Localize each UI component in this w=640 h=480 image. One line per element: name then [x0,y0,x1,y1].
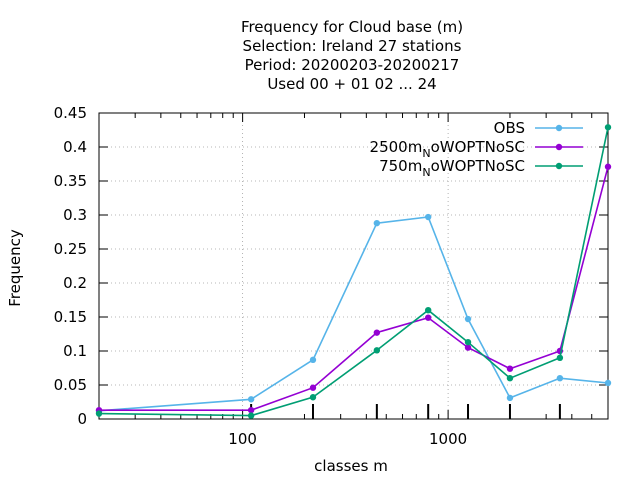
data-point [373,347,381,354]
data-point [464,338,472,346]
x-tick-label: 1000 [429,430,467,448]
y-tick-label: 0.45 [54,104,87,122]
data-point [424,307,432,314]
data-point [424,314,432,321]
data-point [556,354,564,361]
legend-label: 2500mNoWOPTNoSC [370,138,525,160]
plot-frame [98,112,609,420]
legend-label-subscript: N [422,147,430,160]
data-point [506,375,514,382]
y-tick-label: 0.05 [54,376,87,394]
x-tick-label: 100 [228,430,257,448]
x-axis-label: classes m [314,457,388,475]
chart-title: Frequency for Cloud base (m)Selection: I… [241,18,463,93]
y-tick-label: 0.25 [54,240,87,258]
y-tick-label: 0.15 [54,308,87,326]
data-point [247,396,255,403]
series-line-1 [99,166,609,412]
legend-label-part: oWOPTNoSC [431,138,525,156]
data-point [309,356,317,364]
title-line: Frequency for Cloud base (m) [241,18,463,36]
data-point [604,379,612,387]
legend-label-subscript: N [422,166,430,179]
legend-swatch-marker [555,143,563,151]
y-tick-label: 0.1 [63,342,87,360]
data-point [506,394,514,402]
data-point [95,410,103,417]
data-point [464,344,472,351]
data-point [247,406,255,414]
y-tick-label: 0.35 [54,172,87,190]
y-tick-label: 0.4 [63,138,87,156]
data-point [309,394,317,401]
y-axis-label: Frequency [6,229,24,307]
legend-label: 750mNoWOPTNoSC [379,157,525,179]
axes: 0 0.05 0.1 0.15 0.2 0.25 0.3 0.35 0.4 0.45 100 1000 [54,104,609,448]
legend-label-part: 750m [379,157,422,175]
y-tick-label: 0 [77,410,87,428]
data-point [247,412,255,419]
data-point [373,219,381,227]
y-tick-label: 0.3 [63,206,87,224]
legend-swatch-marker [555,162,563,170]
legend-swatch-marker [555,124,563,132]
legend-label-part: 2500m [370,138,423,156]
series-line-0 [98,216,609,412]
legend-label: OBS [494,119,525,137]
data-point [556,375,564,382]
legend-label-part: oWOPTNoSC [431,157,525,175]
data-point [506,365,514,372]
data-point [309,384,317,391]
title-line: Used 00 + 01 02 ... 24 [267,75,436,93]
data-point [424,213,432,221]
title-line: Selection: Ireland 27 stations [243,37,462,55]
data-point [373,329,381,336]
data-point [604,163,612,170]
y-tick-label: 0.2 [63,274,87,292]
data-point [604,124,612,131]
title-line: Period: 20200203-20200217 [245,56,460,74]
series [95,124,612,419]
grid [99,113,608,419]
data-point [464,315,472,323]
